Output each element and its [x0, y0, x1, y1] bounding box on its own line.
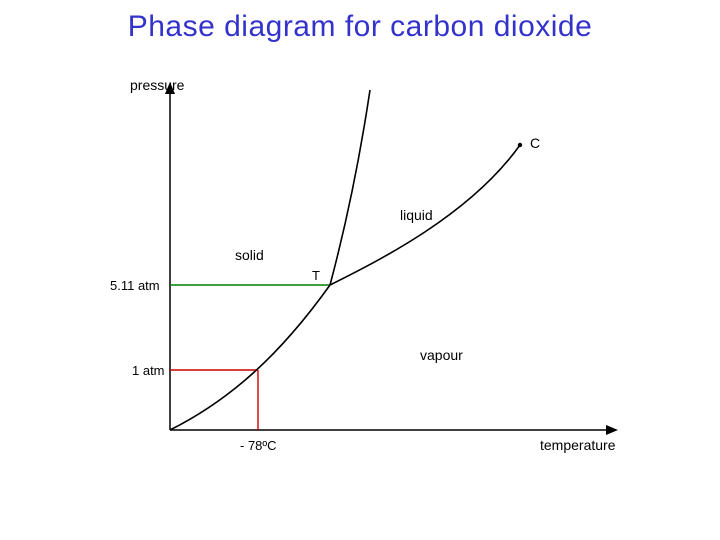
- melting-curve: [330, 90, 370, 285]
- phase-diagram: pressure temperature 1 atm - 78ºC 5.11 a…: [80, 70, 640, 480]
- page-title: Phase diagram for carbon dioxide: [0, 10, 720, 44]
- triple-point-label: T: [312, 268, 320, 283]
- region-vapour-label: vapour: [420, 347, 463, 363]
- x-axis-arrowhead-icon: [606, 425, 618, 435]
- y-axis-label: pressure: [130, 77, 185, 93]
- region-liquid-label: liquid: [400, 207, 433, 223]
- y-axis: [165, 82, 175, 430]
- guide-1atm-ylabel: 1 atm: [132, 363, 165, 378]
- x-axis-label: temperature: [540, 437, 616, 453]
- region-solid-label: solid: [235, 247, 264, 263]
- guide-triple-ylabel: 5.11 atm: [110, 278, 160, 293]
- critical-point-label: C: [530, 135, 540, 151]
- guide-1atm-xlabel: - 78ºC: [240, 438, 277, 453]
- guide-1atm: 1 atm - 78ºC: [132, 363, 277, 453]
- guide-triple-pressure: 5.11 atm: [110, 278, 330, 293]
- critical-point-marker-icon: [518, 143, 522, 147]
- x-axis: [170, 425, 618, 435]
- sublimation-curve: [170, 285, 330, 430]
